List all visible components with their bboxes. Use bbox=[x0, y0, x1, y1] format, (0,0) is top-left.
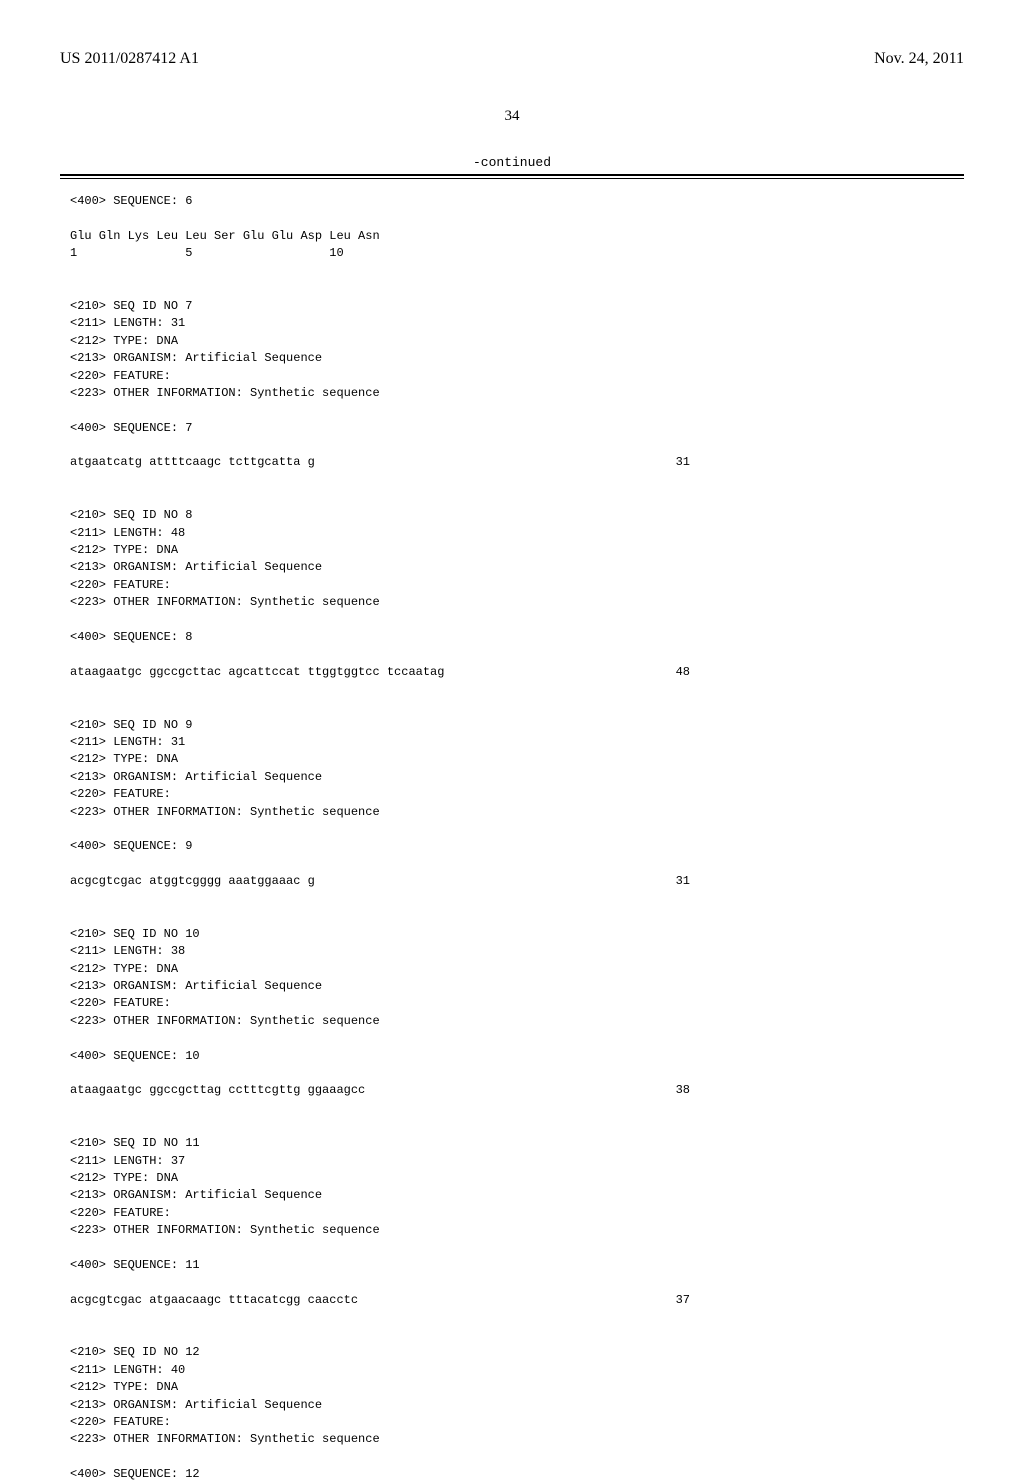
sequence-metadata-line: <220> FEATURE: bbox=[70, 1414, 964, 1431]
sequence-metadata-line bbox=[70, 821, 964, 838]
sequence-metadata-line: <223> OTHER INFORMATION: Synthetic seque… bbox=[70, 804, 964, 821]
sequence-metadata-line: <213> ORGANISM: Artificial Sequence bbox=[70, 978, 964, 995]
sequence-metadata-line bbox=[70, 1030, 964, 1047]
sequence-metadata-line bbox=[70, 612, 964, 629]
sequence-metadata-line: <213> ORGANISM: Artificial Sequence bbox=[70, 769, 964, 786]
block-gap bbox=[70, 281, 964, 298]
spacer bbox=[70, 646, 964, 663]
divider-top bbox=[60, 174, 964, 176]
divider-main bbox=[60, 178, 964, 179]
sequence-length-number: 31 bbox=[656, 454, 690, 471]
sequence-metadata-line: <213> ORGANISM: Artificial Sequence bbox=[70, 1397, 964, 1414]
sequence-metadata-line: <223> OTHER INFORMATION: Synthetic seque… bbox=[70, 594, 964, 611]
sequence-block: <400> SEQUENCE: 6 Glu Gln Lys Leu Leu Se… bbox=[70, 193, 964, 263]
sequence-block: <210> SEQ ID NO 10<211> LENGTH: 38<212> … bbox=[70, 926, 964, 1100]
sequence-metadata-line: <400> SEQUENCE: 10 bbox=[70, 1048, 964, 1065]
sequence-line: atgaatcatg attttcaagc tcttgcatta g31 bbox=[70, 454, 690, 471]
sequence-metadata-line: <210> SEQ ID NO 12 bbox=[70, 1344, 964, 1361]
sequence-metadata-line bbox=[70, 1239, 964, 1256]
sequence-metadata-line bbox=[70, 210, 964, 227]
sequence-metadata-line: <212> TYPE: DNA bbox=[70, 333, 964, 350]
publication-date: Nov. 24, 2011 bbox=[874, 50, 964, 68]
sequence-metadata-line bbox=[70, 402, 964, 419]
sequence-length-number: 31 bbox=[656, 873, 690, 890]
sequence-metadata-line: <212> TYPE: DNA bbox=[70, 1379, 964, 1396]
page-number: 34 bbox=[60, 108, 964, 125]
sequence-metadata-line: <212> TYPE: DNA bbox=[70, 751, 964, 768]
sequence-line: ataagaatgc ggccgcttag cctttcgttg ggaaagc… bbox=[70, 1082, 690, 1099]
spacer bbox=[70, 1274, 964, 1291]
sequence-text: ataagaatgc ggccgcttac agcattccat ttggtgg… bbox=[70, 664, 656, 681]
sequence-metadata-line: <211> LENGTH: 37 bbox=[70, 1153, 964, 1170]
sequence-metadata-line: <400> SEQUENCE: 6 bbox=[70, 193, 964, 210]
sequence-metadata-line: <223> OTHER INFORMATION: Synthetic seque… bbox=[70, 1222, 964, 1239]
sequence-metadata-line: <211> LENGTH: 31 bbox=[70, 315, 964, 332]
sequence-line: ataagaatgc ggccgcttac agcattccat ttggtgg… bbox=[70, 664, 690, 681]
sequence-metadata-line: <212> TYPE: DNA bbox=[70, 542, 964, 559]
sequence-metadata-line: <213> ORGANISM: Artificial Sequence bbox=[70, 1187, 964, 1204]
sequence-metadata-line: <400> SEQUENCE: 11 bbox=[70, 1257, 964, 1274]
sequence-metadata-line: <211> LENGTH: 31 bbox=[70, 734, 964, 751]
sequence-length-number: 37 bbox=[656, 1292, 690, 1309]
sequence-metadata-line: Glu Gln Lys Leu Leu Ser Glu Glu Asp Leu … bbox=[70, 228, 964, 245]
sequence-metadata-line: <220> FEATURE: bbox=[70, 995, 964, 1012]
sequence-block: <210> SEQ ID NO 8<211> LENGTH: 48<212> T… bbox=[70, 507, 964, 681]
block-gap bbox=[70, 1118, 964, 1135]
block-gap bbox=[70, 908, 964, 925]
spacer bbox=[70, 1065, 964, 1082]
page-header: US 2011/0287412 A1 Nov. 24, 2011 bbox=[60, 50, 964, 68]
sequence-metadata-line: 1 5 10 bbox=[70, 245, 964, 262]
sequence-text: atgaatcatg attttcaagc tcttgcatta g bbox=[70, 454, 656, 471]
sequence-block: <210> SEQ ID NO 12<211> LENGTH: 40<212> … bbox=[70, 1344, 964, 1483]
sequence-metadata-line: <213> ORGANISM: Artificial Sequence bbox=[70, 350, 964, 367]
sequence-block: <210> SEQ ID NO 11<211> LENGTH: 37<212> … bbox=[70, 1135, 964, 1309]
sequence-listing: <400> SEQUENCE: 6 Glu Gln Lys Leu Leu Se… bbox=[60, 193, 964, 1484]
sequence-metadata-line: <223> OTHER INFORMATION: Synthetic seque… bbox=[70, 385, 964, 402]
sequence-metadata-line: <211> LENGTH: 40 bbox=[70, 1362, 964, 1379]
sequence-text: acgcgtcgac atgaacaagc tttacatcgg caacctc bbox=[70, 1292, 656, 1309]
sequence-metadata-line: <210> SEQ ID NO 8 bbox=[70, 507, 964, 524]
sequence-metadata-line: <220> FEATURE: bbox=[70, 1205, 964, 1222]
sequence-metadata-line: <400> SEQUENCE: 9 bbox=[70, 838, 964, 855]
block-gap bbox=[70, 490, 964, 507]
block-gap bbox=[70, 699, 964, 716]
sequence-text: ataagaatgc ggccgcttag cctttcgttg ggaaagc… bbox=[70, 1082, 656, 1099]
sequence-line: acgcgtcgac atggtcgggg aaatggaaac g31 bbox=[70, 873, 690, 890]
sequence-metadata-line: <400> SEQUENCE: 8 bbox=[70, 629, 964, 646]
sequence-block: <210> SEQ ID NO 9<211> LENGTH: 31<212> T… bbox=[70, 717, 964, 891]
spacer bbox=[70, 437, 964, 454]
sequence-metadata-line: <211> LENGTH: 48 bbox=[70, 525, 964, 542]
sequence-metadata-line: <400> SEQUENCE: 12 bbox=[70, 1466, 964, 1483]
sequence-metadata-line: <212> TYPE: DNA bbox=[70, 1170, 964, 1187]
sequence-metadata-line: <223> OTHER INFORMATION: Synthetic seque… bbox=[70, 1431, 964, 1448]
spacer bbox=[70, 856, 964, 873]
sequence-metadata-line: <220> FEATURE: bbox=[70, 577, 964, 594]
sequence-text: acgcgtcgac atggtcgggg aaatggaaac g bbox=[70, 873, 656, 890]
sequence-line: acgcgtcgac atgaacaagc tttacatcgg caacctc… bbox=[70, 1292, 690, 1309]
sequence-metadata-line: <213> ORGANISM: Artificial Sequence bbox=[70, 559, 964, 576]
sequence-metadata-line: <210> SEQ ID NO 7 bbox=[70, 298, 964, 315]
sequence-length-number: 38 bbox=[656, 1082, 690, 1099]
sequence-metadata-line: <220> FEATURE: bbox=[70, 368, 964, 385]
sequence-metadata-line: <400> SEQUENCE: 7 bbox=[70, 420, 964, 437]
sequence-metadata-line bbox=[70, 1449, 964, 1466]
sequence-length-number: 48 bbox=[656, 664, 690, 681]
block-gap bbox=[70, 1327, 964, 1344]
sequence-metadata-line: <223> OTHER INFORMATION: Synthetic seque… bbox=[70, 1013, 964, 1030]
sequence-metadata-line: <212> TYPE: DNA bbox=[70, 961, 964, 978]
sequence-block: <210> SEQ ID NO 7<211> LENGTH: 31<212> T… bbox=[70, 298, 964, 472]
sequence-metadata-line: <210> SEQ ID NO 9 bbox=[70, 717, 964, 734]
sequence-metadata-line: <210> SEQ ID NO 10 bbox=[70, 926, 964, 943]
continued-label: -continued bbox=[60, 155, 964, 170]
sequence-metadata-line: <220> FEATURE: bbox=[70, 786, 964, 803]
publication-number: US 2011/0287412 A1 bbox=[60, 50, 199, 68]
sequence-metadata-line: <210> SEQ ID NO 11 bbox=[70, 1135, 964, 1152]
sequence-metadata-line: <211> LENGTH: 38 bbox=[70, 943, 964, 960]
